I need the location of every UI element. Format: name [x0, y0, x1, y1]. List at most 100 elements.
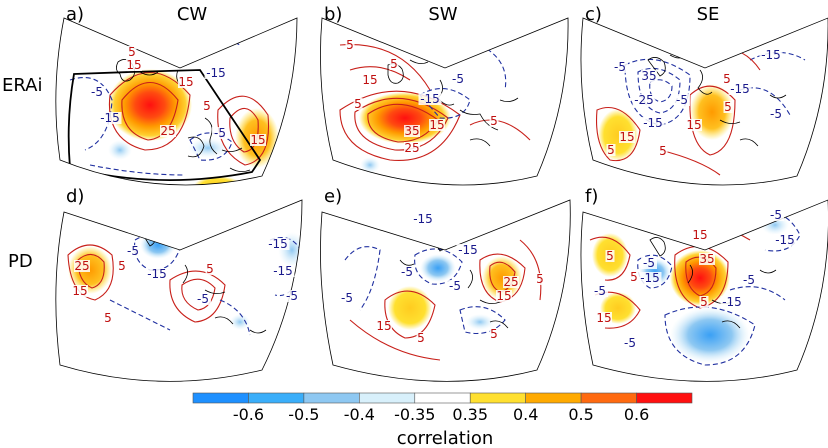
contour-label-bg [629, 271, 639, 283]
contour-label: 15 [376, 319, 391, 333]
contour-label: 5 [390, 57, 398, 71]
contour-label: -15 [413, 212, 433, 226]
contour-label-bg [773, 234, 797, 246]
contour-label-bg [284, 290, 300, 302]
contour-label: -5 [452, 72, 464, 86]
contour-label: 15 [686, 118, 701, 132]
column-title-se: SE [697, 4, 720, 25]
contour-label: -15 [100, 111, 120, 125]
contour-label-bg [741, 274, 757, 286]
colorbar-tick-label: 0.5 [568, 405, 593, 424]
contour-label: -15 [273, 264, 293, 278]
contour-label-bg [503, 276, 519, 288]
contour-label: 5 [417, 331, 425, 345]
colorbar: -0.6 -0.5 -0.4 -0.35 0.35 0.4 0.5 0.6 correlati… [192, 392, 693, 448]
contour-label-bg [98, 112, 122, 124]
contour-label-bg [212, 127, 228, 139]
contour-label-bg [596, 312, 612, 324]
contour-label-bg [117, 260, 127, 272]
row-label-pd: PD [8, 251, 33, 272]
contour-label-bg [204, 67, 228, 79]
panel-frame [580, 199, 828, 382]
colorbar-swatch [303, 392, 360, 404]
contour-label: -5 [614, 60, 626, 74]
contour-label-bg [404, 125, 420, 137]
contour-label: -5 [91, 85, 103, 99]
contour-label: 35 [404, 124, 419, 138]
panel-frame [580, 17, 828, 186]
positive-anomaly-fill [388, 286, 432, 330]
contour-label-bg [127, 46, 137, 58]
negative-anomaly-fill [420, 254, 456, 282]
colorbar-tick-label: -0.4 [344, 405, 375, 424]
contour-label: 15 [126, 58, 141, 72]
contour-label-bg [195, 293, 211, 305]
contour-label: 5 [354, 97, 362, 111]
contour-label-bg [638, 272, 662, 284]
panel-tag-e: e) [324, 186, 342, 207]
contour-label: -15 [268, 237, 288, 251]
contour-label-bg [178, 76, 194, 88]
contour-label: 15 [362, 73, 377, 87]
contour-label: -15 [420, 92, 440, 106]
contour-label-bg [674, 94, 690, 106]
colorbar-swatch [192, 392, 249, 404]
negative-anomaly-fill [108, 140, 132, 160]
contour-label: 5 [607, 143, 615, 157]
contour-label: -15 [147, 267, 167, 281]
colorbar-swatch [414, 392, 471, 404]
colorbar-swatches [192, 392, 693, 404]
colorbar-swatch [248, 392, 305, 404]
contour-label-bg [605, 250, 615, 262]
contour-label: -5 [743, 273, 755, 287]
contour-label-bg [416, 332, 426, 344]
contour-label: 5 [104, 311, 112, 325]
contour-label-bg [641, 257, 657, 269]
contour-label: 15 [596, 311, 611, 325]
contour-label-bg [339, 292, 355, 304]
contour-label-bg [632, 94, 656, 106]
colorbar-label: correlation [397, 428, 494, 448]
contour-label-bg [418, 93, 442, 105]
contour-label-bg [271, 265, 295, 277]
contour-label: -5 [214, 126, 226, 140]
contour-label: -5 [401, 265, 413, 279]
contour-label-bg [768, 108, 784, 120]
contour-label-bg [145, 268, 169, 280]
contour-label-bg [728, 83, 752, 95]
contour-label: 5 [659, 144, 667, 158]
contour-label-bg [103, 312, 113, 324]
contour-label: 15 [429, 118, 444, 132]
panel-tag-f: f) [585, 186, 598, 207]
negative-anomaly-fill [140, 231, 176, 259]
contour-label: -15 [458, 243, 478, 257]
contour-label: -5 [676, 93, 688, 107]
contour-label-bg [723, 101, 733, 113]
colorbar-tick-label: -0.6 [233, 405, 264, 424]
row-label-erai: ERAi [2, 75, 42, 96]
contour-label-bg [686, 119, 702, 131]
column-titles: CW SW SE [177, 4, 720, 25]
contour-label: 5 [490, 114, 498, 128]
row-labels: ERAi PD [2, 75, 42, 272]
contour-label: 25 [404, 141, 419, 155]
contour-label: 15 [619, 130, 634, 144]
contour-label: 35 [641, 69, 656, 83]
contour-label: 15 [72, 284, 87, 298]
contour-label: 5 [203, 99, 211, 113]
panel-tag-d: d) [66, 186, 84, 207]
contour-label-bg [768, 209, 784, 221]
contour-label-bg [72, 285, 88, 297]
contour-label: -5 [770, 208, 782, 222]
contour-label: 35 [699, 252, 714, 266]
contour-label: 25 [160, 124, 175, 138]
contour-label-bg [592, 285, 608, 297]
contour-label: 5 [724, 100, 732, 114]
contour-label: 5 [630, 270, 638, 284]
